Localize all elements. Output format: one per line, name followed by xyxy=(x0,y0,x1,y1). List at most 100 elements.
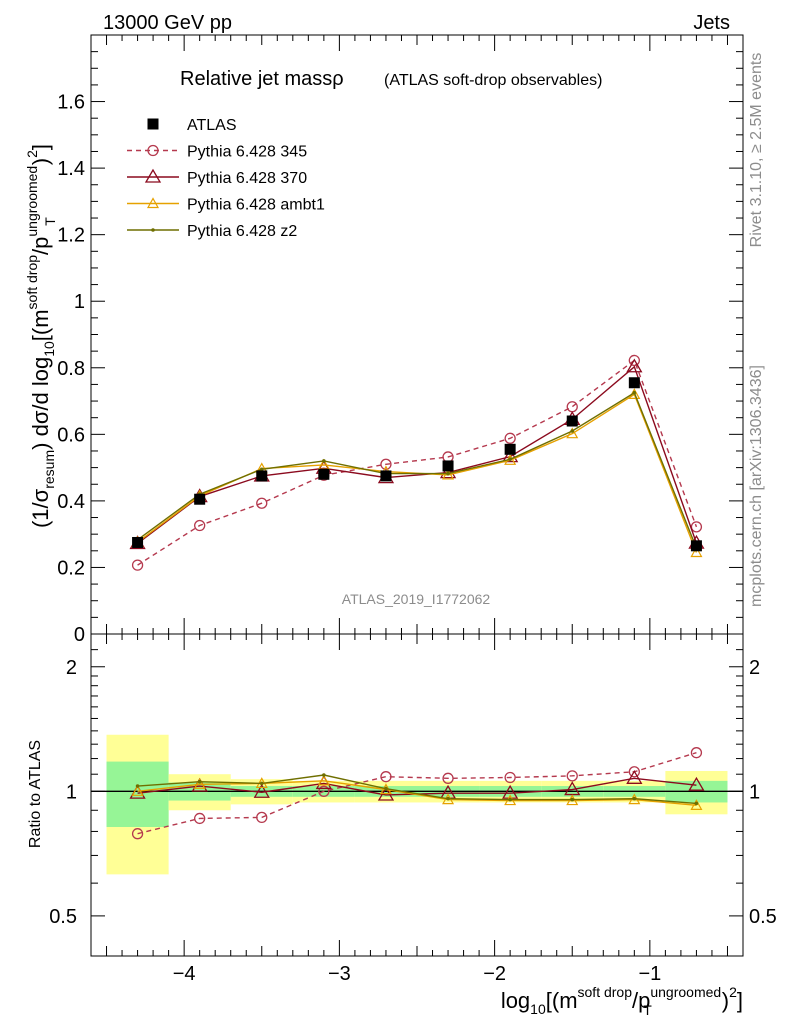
ratio-point-p345 xyxy=(442,772,454,784)
legend-label: Pythia 6.428 ambt1 xyxy=(187,197,325,214)
data-point-ambt1 xyxy=(566,427,579,439)
data-point-z2 xyxy=(632,390,637,395)
ratio-series-z2 xyxy=(135,773,699,806)
ratio-point-ambt1 xyxy=(193,778,206,789)
data-point-atlas xyxy=(380,470,392,482)
main-ytick-label: 1 xyxy=(74,291,85,313)
legend-label: ATLAS xyxy=(187,117,237,134)
legend-item-z2: Pythia 6.428 z2 xyxy=(127,223,297,240)
data-point-ambt1 xyxy=(690,546,703,558)
legend: ATLAS Pythia 6.428 345 Pythia 6.428 370 Pyt… xyxy=(127,117,325,240)
ratio-ytick-label: 1 xyxy=(66,781,77,803)
ratio-point-z2 xyxy=(259,781,264,786)
ratio-point-p345 xyxy=(318,785,330,797)
data-point-p345 xyxy=(131,559,144,571)
data-point-z2 xyxy=(259,467,264,472)
data-point-p370 xyxy=(626,358,643,373)
data-point-atlas xyxy=(132,536,144,548)
chart-title: Relative jet massρ (ATLAS soft-drop obse… xyxy=(180,68,602,90)
series-p345 xyxy=(131,354,703,571)
ratio-point-z2 xyxy=(197,779,202,784)
ratio-ytick-label-right: 2 xyxy=(749,657,760,679)
rivet-side-label: Rivet 3.1.10, ≥ 2.5M events xyxy=(748,53,765,248)
ratio-line-p345 xyxy=(137,752,697,835)
ratio-point-p370 xyxy=(688,776,705,791)
ratio-plot-frame xyxy=(90,633,744,957)
ratio-ytick-label-right: 1 xyxy=(749,781,760,803)
ratio-point-p345 xyxy=(256,811,268,824)
ratio-point-z2 xyxy=(384,786,388,791)
xtick-label: −1 xyxy=(638,963,661,985)
header-left-label: 13000 GeV pp xyxy=(103,12,232,34)
ratio-point-z2 xyxy=(694,801,699,806)
data-point-z2 xyxy=(570,429,575,433)
ratio-point-p345 xyxy=(690,747,703,759)
data-point-ambt1 xyxy=(442,468,455,480)
data-point-p370 xyxy=(502,448,519,463)
xtick-label: −4 xyxy=(173,963,196,985)
main-ylabel: (1/σresum) dσ/d log10[(msoft drop/pungro… xyxy=(24,144,58,528)
data-point-p345 xyxy=(628,354,640,367)
main-ytick-label: 1.4 xyxy=(57,158,85,180)
xtick-label: −3 xyxy=(328,963,351,985)
ratio-ylabel: Ratio to ATLAS xyxy=(27,740,44,848)
chart-subtitle: (ATLAS soft-drop observables) xyxy=(384,72,602,89)
ratio-series-p345 xyxy=(131,747,703,840)
analysis-label: ATLAS_2019_I1772062 xyxy=(342,591,491,607)
ratio-line-ambt1 xyxy=(137,780,697,807)
ratio-point-p345 xyxy=(194,812,206,825)
legend-swatch-marker xyxy=(147,144,159,157)
main-ytick-label: 0.2 xyxy=(57,557,85,579)
main-ytick-label: 0.6 xyxy=(57,424,85,446)
legend-swatch-marker xyxy=(147,118,159,130)
data-point-atlas xyxy=(690,540,702,552)
series-z2 xyxy=(135,390,699,550)
ratio-point-z2 xyxy=(570,797,575,802)
main-ytick-label: 0.4 xyxy=(57,491,85,513)
ratio-point-p370 xyxy=(253,783,270,798)
data-point-atlas xyxy=(504,443,516,455)
chart-title-main: Relative jet massρ xyxy=(180,68,344,90)
mcplots-side-label: mcplots.cern.ch [arXiv:1306.3436] xyxy=(748,365,765,607)
header-right-label: Jets xyxy=(693,12,730,34)
legend-item-atlas: ATLAS xyxy=(147,117,237,134)
data-point-z2 xyxy=(446,471,450,476)
ratio-band-inner xyxy=(106,761,169,827)
series-line-p370 xyxy=(137,365,698,545)
legend-swatch-marker xyxy=(146,197,160,209)
xlabel: log10[(msoft drop/pungroomed T)2] xyxy=(501,984,743,1018)
data-point-z2 xyxy=(322,459,326,463)
main-ytick-label: 0 xyxy=(74,624,85,646)
ratio-ytick-label: 0.5 xyxy=(49,906,77,928)
legend-label: Pythia 6.428 370 xyxy=(187,170,307,187)
legend-item-ambt1: Pythia 6.428 ambt1 xyxy=(127,197,325,214)
data-point-atlas xyxy=(442,460,454,472)
data-point-z2 xyxy=(508,457,512,462)
series-atlas xyxy=(132,377,702,552)
data-point-atlas xyxy=(318,468,330,480)
xtick-label: −2 xyxy=(483,963,506,985)
legend-item-p370: Pythia 6.428 370 xyxy=(127,168,307,187)
ratio-point-p345 xyxy=(628,766,640,778)
ratio-ytick-label: 2 xyxy=(66,657,77,679)
data-point-p345 xyxy=(256,497,268,509)
ratio-line-z2 xyxy=(137,774,697,805)
ratio-point-z2 xyxy=(446,796,450,801)
data-point-p370 xyxy=(439,464,457,479)
ratio-point-z2 xyxy=(322,773,326,777)
ratio-point-p345 xyxy=(566,770,578,782)
data-point-p345 xyxy=(504,432,516,444)
ratio-point-z2 xyxy=(632,796,637,801)
ratio-point-ambt1 xyxy=(131,785,144,796)
data-point-atlas xyxy=(566,415,578,427)
legend-swatch-marker xyxy=(151,228,155,232)
ratio-point-ambt1 xyxy=(690,799,703,810)
ratio-plot-panel: 0.5 0.5 1 1 2 2 −4 −3 −2 −1 xyxy=(49,633,777,985)
main-plot-panel: 0 0.2 0.4 0.6 0.8 1 1.2 1.4 1.6 xyxy=(57,34,744,646)
data-point-p345 xyxy=(566,401,578,413)
ratio-point-ambt1 xyxy=(317,774,330,786)
ratio-point-p370 xyxy=(626,770,643,784)
data-point-atlas xyxy=(628,377,640,389)
data-point-atlas xyxy=(194,493,206,505)
